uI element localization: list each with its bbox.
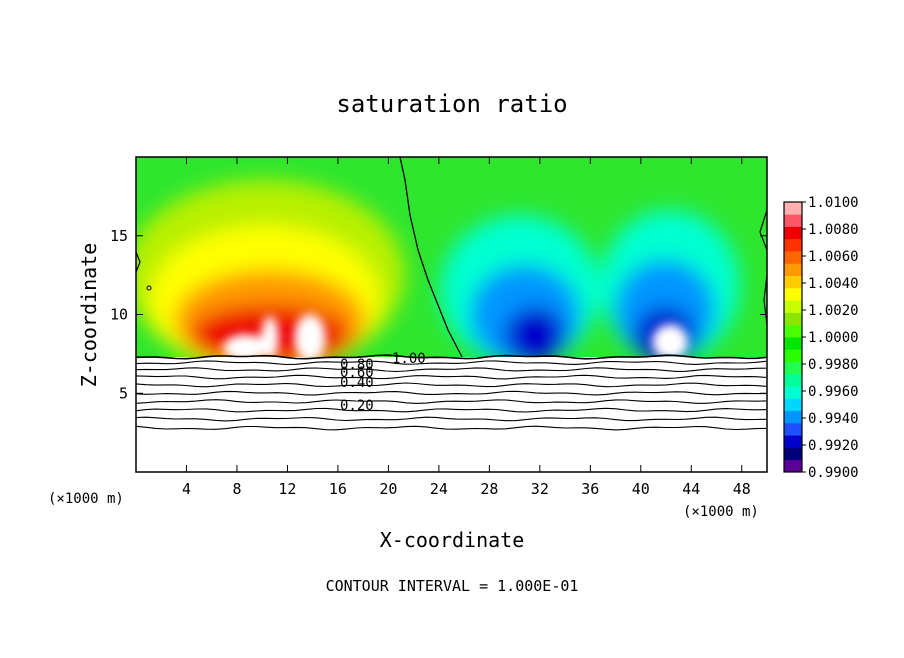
colorbar-segment [784,337,802,350]
contour-line [136,390,766,396]
colorbar-tick-label: 0.9920 [808,438,859,454]
contour-1-00-upper [399,157,463,358]
colorbar-segment [784,214,802,227]
colorbar-segment [784,386,802,399]
x-tick-label: 48 [733,480,751,498]
colorbar-segment [784,422,802,436]
contour-line [136,425,767,431]
colorbar-segment [784,226,802,240]
colorbar-tick-label: 1.0000 [808,330,859,346]
colorbar-tick-label: 0.9980 [808,357,859,373]
colorbar-tick-label: 1.0060 [808,249,859,265]
contour-label: 1.00 [392,351,426,367]
x-ticks: 4 8 12 16 20 24 28 32 36 40 44 48 [182,157,751,498]
x-tick-label: 24 [430,480,448,498]
contour-lines [136,354,767,431]
x-unit-label-left: (×1000 m) [48,491,124,507]
y-ticks: 5 10 15 [110,227,767,402]
x-tick-label: 16 [329,480,347,498]
colorbar-segment [784,287,802,301]
colorbar-tick-label: 0.9900 [808,465,859,481]
contour-line [136,382,767,388]
cloud-ice-gaps [223,314,688,362]
colorbar-segment [784,435,802,448]
colorbar-segment [784,202,802,215]
x-tick-label: 32 [531,480,549,498]
colorbar-segment [784,410,802,424]
x-tick-label: 44 [682,480,700,498]
x-tick-label: 8 [232,480,241,498]
y-tick-label: 15 [110,227,128,245]
saturation-field [136,157,767,472]
lower-white-region [136,357,767,472]
x-tick-label: 40 [632,480,650,498]
contour-line [136,367,767,373]
contour-line [136,374,767,380]
y-tick-label: 5 [119,384,128,402]
colorbar-segment [784,251,802,264]
x-axis-title: X-coordinate [380,528,525,552]
chart-title: saturation ratio [336,90,567,118]
colorbar-segment [784,324,802,338]
x-tick-label: 4 [182,480,191,498]
x-unit-label-right: (×1000 m) [683,504,759,520]
colorbar-segment [784,361,802,375]
y-axis-title: Z-coordinate [77,243,101,388]
colorbar-segment [784,275,802,289]
colorbar: 0.9900 0.9920 0.9940 0.9960 0.9980 1.0000 1.00… [783,195,859,481]
contour-label: 0.40 [340,375,374,391]
colorbar-segment [784,312,802,326]
colorbar-segment [784,459,802,473]
contour-label: 0.20 [340,398,374,414]
colorbar-segment [784,398,802,412]
contour-1-00-small [146,285,152,291]
contour-line [136,360,767,366]
colorbar-tick-label: 0.9940 [808,411,859,427]
contour-label: 0.60 [340,365,374,381]
colorbar-segment [784,263,802,277]
contour-1-00-right2 [763,274,767,326]
contour-interval-note: CONTOUR INTERVAL = 1.000E-01 [326,577,579,595]
contour-1-00-left [136,251,141,273]
contour-labels: 1.00 0.800.600.40 0.20 [340,351,426,414]
colorbar-segment [784,238,802,252]
colorbar-tick-label: 1.0080 [808,222,859,238]
colorbar-segment [784,373,802,387]
colorbar-tick-label: 1.0020 [808,303,859,319]
colorbar-segment [784,300,802,313]
contour-1-00-right [759,209,767,251]
contour-line [136,354,767,360]
colorbar-segment [784,447,802,461]
y-tick-label: 10 [110,306,128,324]
colorbar-tick-label: 0.9960 [808,384,859,400]
contour-label: 0.80 [340,357,374,373]
x-tick-label: 20 [379,480,397,498]
contour-line [136,399,767,404]
colorbar-tick-label: 1.0040 [808,276,859,292]
subsaturated-region [440,210,740,365]
x-tick-label: 36 [581,480,599,498]
colorbar-segment [784,349,802,362]
contour-line [136,416,767,422]
contour-line [136,407,767,413]
x-tick-label: 28 [480,480,498,498]
colorbar-tick-label: 1.0100 [808,195,859,211]
x-tick-label: 12 [278,480,296,498]
